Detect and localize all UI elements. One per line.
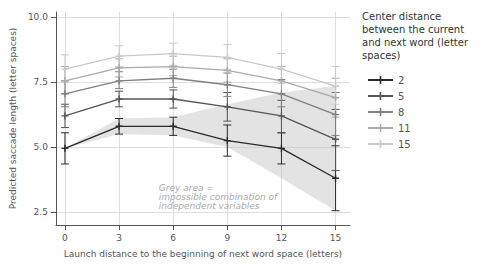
svg-text:3: 3 xyxy=(116,233,122,243)
svg-text:6: 6 xyxy=(170,233,176,243)
svg-text:Center distance: Center distance xyxy=(362,11,441,22)
svg-text:spaces): spaces) xyxy=(362,50,401,61)
svg-text:Grey area =: Grey area = xyxy=(158,183,214,194)
svg-text:2: 2 xyxy=(398,75,404,86)
svg-text:9: 9 xyxy=(224,233,230,243)
svg-text:10.0: 10.0 xyxy=(28,12,48,22)
svg-text:15: 15 xyxy=(398,139,411,150)
svg-text:7.5: 7.5 xyxy=(34,77,48,87)
svg-text:0: 0 xyxy=(62,233,68,243)
svg-text:between the current: between the current xyxy=(362,24,464,35)
svg-text:15: 15 xyxy=(330,233,341,243)
svg-text:2.5: 2.5 xyxy=(34,207,48,217)
svg-text:impossible combination of: impossible combination of xyxy=(158,192,278,203)
svg-text:Predicted saccade length (lett: Predicted saccade length (letter spaces) xyxy=(8,28,18,210)
svg-text:11: 11 xyxy=(398,123,411,134)
svg-text:5: 5 xyxy=(398,91,404,102)
svg-text:12: 12 xyxy=(276,233,287,243)
svg-text:Launch distance to the beginni: Launch distance to the beginning of next… xyxy=(64,249,342,259)
svg-text:independent variables: independent variables xyxy=(159,201,260,211)
svg-text:8: 8 xyxy=(398,107,404,118)
svg-text:and next word (letter: and next word (letter xyxy=(362,37,469,48)
svg-text:5.0: 5.0 xyxy=(34,142,49,152)
